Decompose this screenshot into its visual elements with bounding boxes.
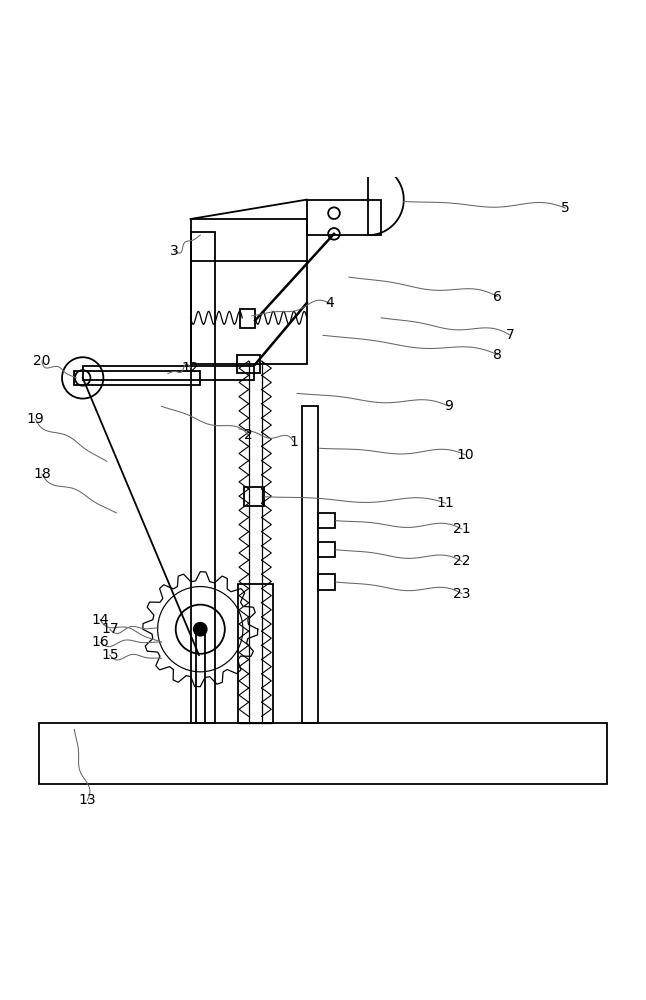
Bar	[244, 487, 264, 506]
Text: 13: 13	[78, 793, 96, 807]
Text: 4: 4	[325, 296, 334, 310]
Bar	[318, 574, 335, 590]
Text: 20: 20	[33, 354, 51, 368]
Bar	[191, 219, 307, 364]
Bar	[302, 406, 318, 723]
Text: 10: 10	[456, 448, 474, 462]
Bar	[191, 232, 215, 723]
Bar	[240, 309, 255, 328]
Circle shape	[194, 623, 207, 636]
Text: 3: 3	[170, 244, 179, 258]
Bar	[238, 584, 273, 723]
Bar	[318, 542, 335, 557]
Text: 7: 7	[506, 328, 515, 342]
Bar	[237, 355, 260, 373]
Bar	[318, 513, 335, 528]
Bar	[39, 723, 607, 784]
Text: 16: 16	[91, 635, 109, 649]
Text: 23: 23	[453, 587, 471, 601]
Bar	[307, 200, 381, 235]
Text: 14: 14	[91, 613, 109, 627]
Text: 18: 18	[33, 467, 51, 481]
Bar	[74, 371, 200, 385]
Text: 9: 9	[444, 399, 453, 413]
Bar	[83, 366, 254, 380]
Text: 19: 19	[26, 412, 45, 426]
Text: 15: 15	[101, 648, 119, 662]
Text: 22: 22	[453, 554, 471, 568]
Text: 8: 8	[493, 348, 502, 362]
Text: 17: 17	[101, 622, 119, 636]
Text: 11: 11	[437, 496, 455, 510]
Text: 5: 5	[561, 201, 570, 215]
Text: 1: 1	[289, 435, 298, 449]
Text: 12: 12	[182, 361, 200, 375]
Text: 2: 2	[244, 428, 253, 442]
Text: 21: 21	[453, 522, 471, 536]
Text: 6: 6	[493, 290, 502, 304]
